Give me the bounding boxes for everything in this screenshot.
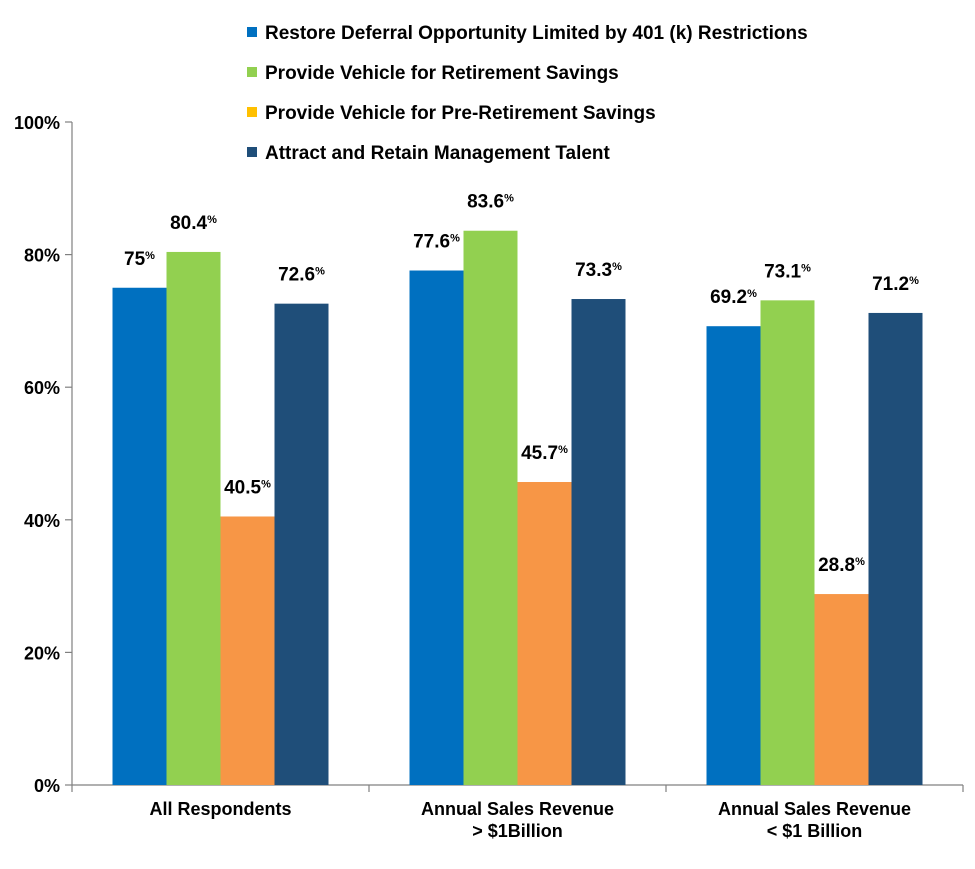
y-tick-label: 100%: [14, 113, 60, 133]
x-category-label: Annual Sales Revenue > $1Billion: [421, 799, 614, 841]
legend-label: Restore Deferral Opportunity Limited by …: [265, 23, 808, 44]
bar: [112, 287, 167, 785]
y-tick-label: 40%: [24, 511, 60, 531]
legend-swatch: [247, 107, 257, 117]
legend-label: Provide Vehicle for Retirement Savings: [265, 63, 619, 84]
legend-label: Provide Vehicle for Pre-Retirement Savin…: [265, 103, 656, 124]
data-label: 72.6%: [278, 265, 325, 286]
data-label: 40.5%: [224, 477, 271, 498]
bar: [166, 251, 221, 785]
data-label: 28.8%: [818, 555, 865, 576]
bar: [274, 303, 329, 785]
bar: [706, 326, 761, 785]
data-label: 45.7%: [521, 443, 568, 464]
legend-label: Attract and Retain Management Talent: [265, 143, 611, 164]
bar: [220, 516, 275, 785]
data-label: 69.2%: [710, 287, 757, 308]
data-label: 73.3%: [575, 260, 622, 281]
bar: [517, 482, 572, 785]
bar: [571, 299, 626, 785]
y-tick-label: 20%: [24, 643, 60, 663]
bar: [868, 312, 923, 785]
data-label: 77.6%: [413, 232, 460, 253]
data-label: 73.1%: [764, 261, 811, 282]
x-category-label: Annual Sales Revenue < $1 Billion: [718, 799, 911, 841]
data-label: 83.6%: [467, 192, 514, 213]
bar-series: [112, 230, 923, 786]
legend-swatch: [247, 67, 257, 77]
y-tick-label: 80%: [24, 246, 60, 266]
y-axis: 0% 20% 40% 60% 80% 100%: [14, 113, 73, 796]
bar: [760, 300, 815, 785]
legend-swatch: [247, 147, 257, 157]
chart-legend: Restore Deferral Opportunity Limited by …: [247, 23, 808, 164]
x-axis: All Respondents Annual Sales Revenue > $1B…: [71, 784, 964, 841]
data-label: 71.2%: [872, 274, 919, 295]
y-tick-label: 60%: [24, 378, 60, 398]
bar: [814, 594, 869, 785]
bar: [409, 270, 464, 786]
legend-swatch: [247, 27, 257, 37]
bar: [463, 230, 518, 785]
data-label: 75%: [124, 249, 155, 270]
y-tick-label: 0%: [34, 776, 60, 796]
data-labels: 75% 77.6% 69.2% 80.4% 83.6% 73.1% 40.5% 45.7% 28…: [124, 192, 919, 576]
data-label: 80.4%: [170, 213, 217, 234]
x-category-label: All Respondents: [149, 799, 291, 819]
